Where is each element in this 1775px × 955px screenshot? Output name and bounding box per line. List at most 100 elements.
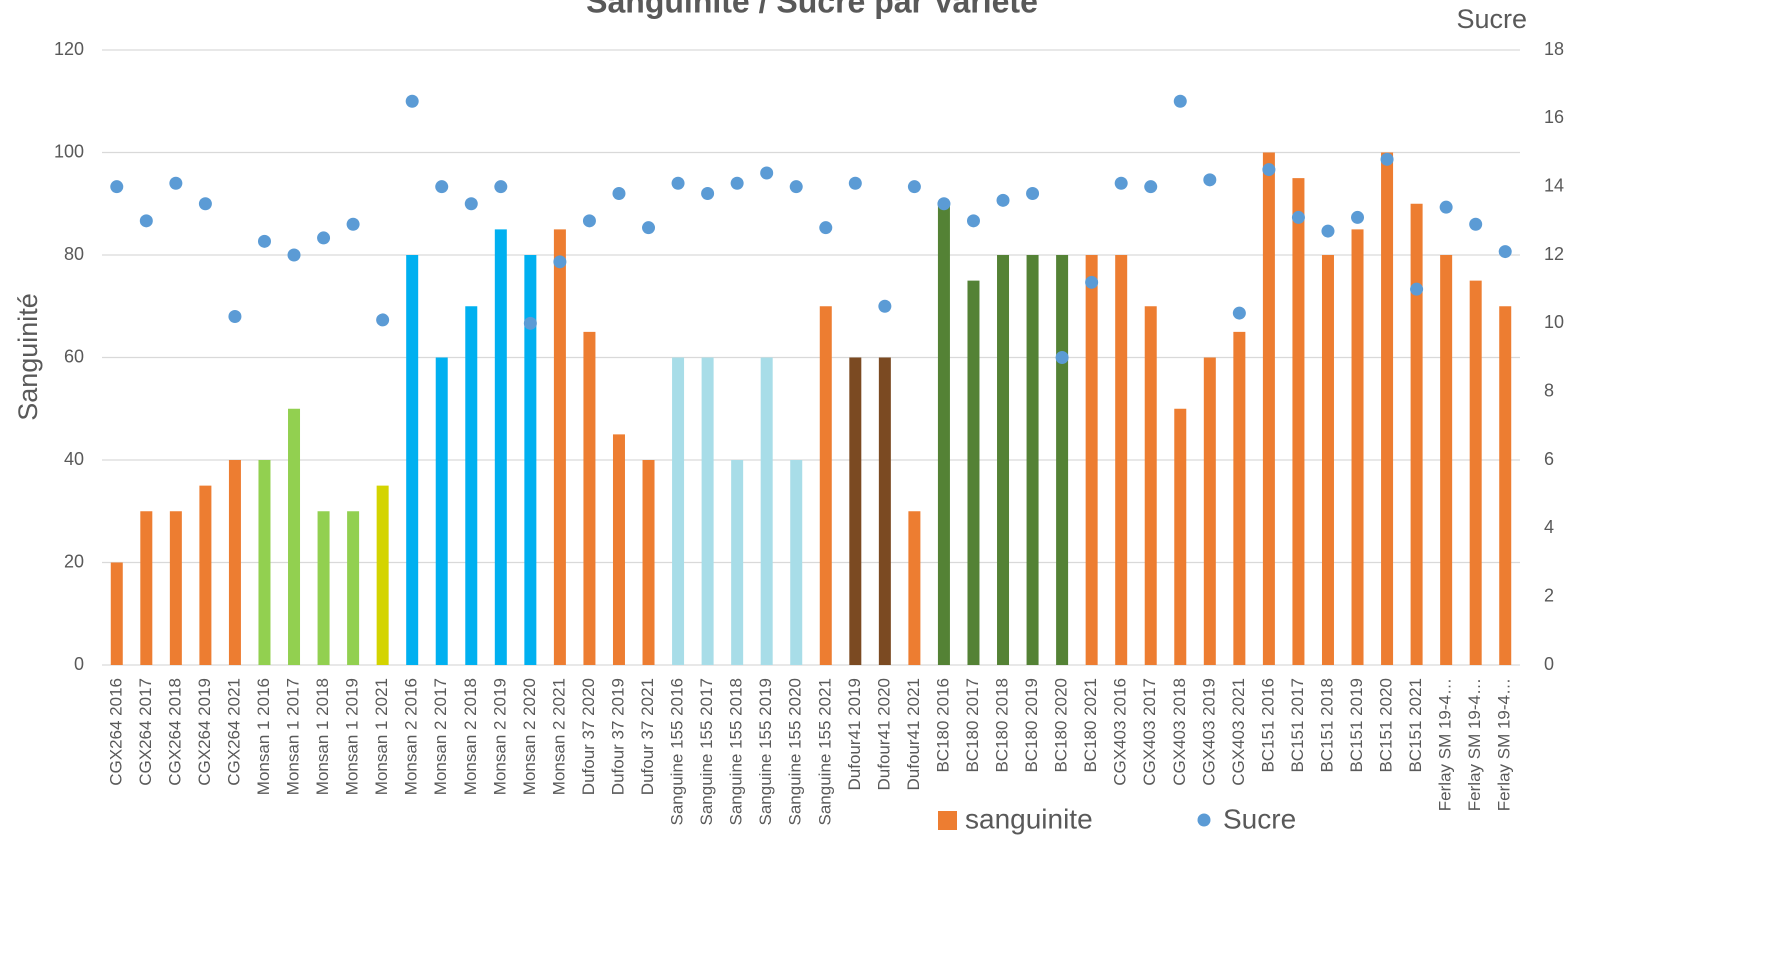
y2-tick-label: 16 (1544, 107, 1564, 127)
bar (1321, 255, 1334, 665)
sucre-dot (642, 221, 656, 235)
bar (258, 460, 271, 665)
sucre-dot (1144, 180, 1158, 194)
x-tick-label: Dufour41 2020 (874, 678, 893, 790)
bar (672, 357, 685, 665)
x-tick-label: Monsan 2 2021 (549, 678, 568, 795)
sucre-dot (139, 214, 153, 228)
sucre-dot (494, 180, 508, 194)
sucre-dot (582, 214, 596, 228)
legend-label: Sucre (1223, 803, 1296, 834)
bar (228, 460, 241, 665)
bar (406, 255, 419, 665)
bar (937, 203, 950, 665)
sucre-dot (228, 310, 242, 323)
bar (1144, 306, 1157, 665)
bar (110, 562, 123, 665)
bar (347, 511, 360, 665)
x-tick-label: BC151 2019 (1347, 678, 1366, 773)
bar (819, 306, 832, 665)
x-tick-label: BC180 2019 (1022, 678, 1041, 773)
bar (878, 357, 891, 665)
x-tick-label: Dufour 37 2019 (608, 678, 627, 795)
sucre-dot (1351, 210, 1365, 224)
x-tick-label: Dufour 37 2021 (638, 678, 657, 795)
bar (790, 460, 803, 665)
chart-title: Sanguinite / Sucre par Variete (586, 0, 1038, 19)
x-tick-label: Sanguine 155 2020 (786, 678, 805, 825)
bar (1056, 255, 1069, 665)
x-tick-label: Dufour 37 2020 (579, 678, 598, 795)
legend-label: sanguinite (965, 803, 1093, 834)
sucre-dot (317, 231, 331, 245)
sucre-dot (612, 187, 626, 200)
x-tick-label: Ferlay SM 19-4… (1436, 678, 1455, 811)
bar (1115, 255, 1128, 665)
y2-tick-label: 12 (1544, 244, 1564, 264)
bar (1381, 152, 1394, 665)
bar (731, 460, 744, 665)
sucre-dot (1114, 176, 1128, 190)
y2-tick-label: 2 (1544, 585, 1554, 605)
sucre-dot (1055, 351, 1069, 364)
bar (1174, 408, 1187, 665)
legend-swatch (1197, 813, 1211, 827)
bar (199, 485, 212, 665)
legend-swatch (938, 811, 957, 830)
bar (908, 511, 921, 665)
y2-axis-title: Sucre (1456, 4, 1527, 34)
y2-tick-label: 4 (1544, 517, 1554, 537)
x-tick-label: BC180 2021 (1081, 678, 1100, 773)
x-tick-label: BC180 2018 (993, 678, 1012, 773)
x-tick-label: BC180 2016 (933, 678, 952, 773)
x-tick-label: CGX403 2018 (1170, 678, 1189, 786)
y-tick-label: 60 (64, 346, 84, 366)
x-tick-label: Monsan 1 2019 (343, 678, 362, 795)
bar (1026, 255, 1039, 665)
sucre-dot (1026, 187, 1040, 200)
bar (1292, 178, 1305, 665)
sucre-dot (376, 313, 390, 327)
x-tick-label: CGX403 2019 (1199, 678, 1218, 786)
y-axis-title: Sanguinité (13, 293, 43, 421)
x-tick-label: BC180 2017 (963, 678, 982, 773)
sucre-dot (937, 197, 951, 211)
x-tick-label: Sanguine 155 2017 (697, 678, 716, 825)
x-tick-label: Monsan 1 2016 (254, 678, 273, 795)
bar (1440, 255, 1453, 665)
y-tick-label: 0 (74, 654, 84, 674)
y2-tick-label: 8 (1544, 380, 1554, 400)
bar (376, 485, 389, 665)
sucre-dot (878, 299, 892, 313)
bar (494, 229, 507, 665)
bar (140, 511, 153, 665)
x-tick-label: CGX264 2021 (224, 678, 243, 786)
x-tick-label: BC151 2016 (1258, 678, 1277, 773)
bar (524, 255, 537, 665)
sucre-dot (1203, 173, 1217, 187)
sucre-dot (1262, 163, 1276, 177)
x-tick-label: Dufour41 2021 (904, 678, 923, 790)
bar (642, 460, 655, 665)
sucre-dot (405, 94, 419, 108)
bar (1351, 229, 1364, 665)
bar (1203, 357, 1216, 665)
y-tick-label: 80 (64, 244, 84, 264)
bar (435, 357, 448, 665)
sucre-dot (996, 193, 1010, 207)
sucre-dot (671, 176, 685, 190)
x-tick-label: Sanguine 155 2019 (756, 678, 775, 825)
x-tick-label: BC151 2017 (1288, 678, 1307, 773)
bar (967, 280, 980, 665)
bar (1233, 331, 1246, 665)
bar (553, 229, 566, 665)
y2-tick-label: 18 (1544, 39, 1564, 59)
x-tick-label: CGX264 2018 (165, 678, 184, 786)
x-tick-label: CGX264 2019 (195, 678, 214, 786)
sucre-dot (1173, 94, 1187, 108)
bar (612, 434, 625, 665)
bar (1410, 203, 1423, 665)
x-tick-label: BC151 2020 (1377, 678, 1396, 773)
sucre-dot (701, 187, 715, 200)
x-tick-label: CGX403 2016 (1111, 678, 1130, 786)
